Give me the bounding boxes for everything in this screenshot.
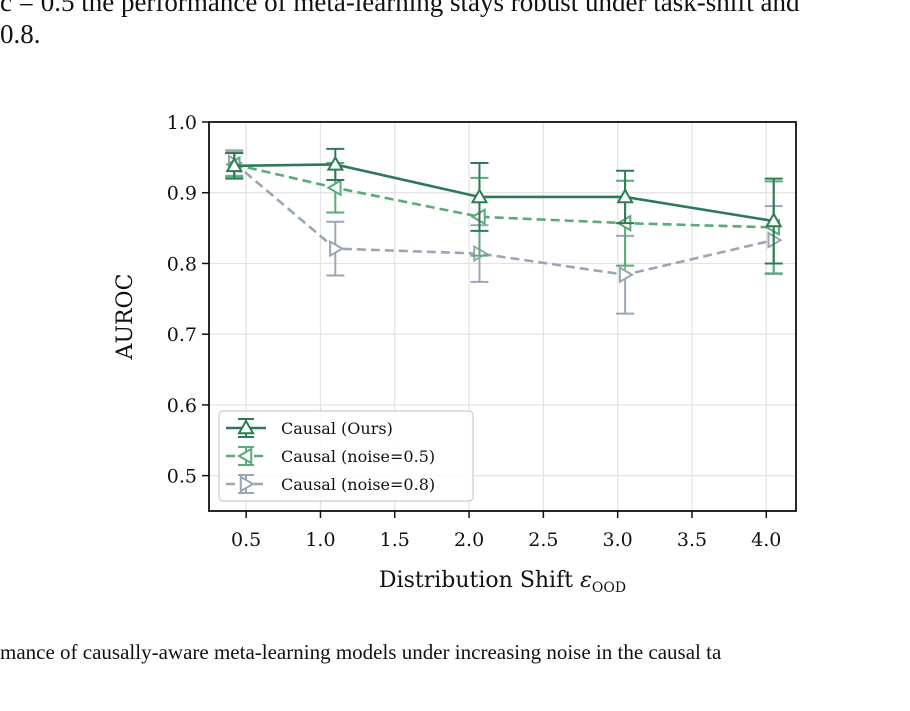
y-tick-label: 0.6 xyxy=(167,395,197,417)
legend-marker xyxy=(237,418,255,435)
body-text-line-2: 0.8. xyxy=(0,19,41,49)
series-2 xyxy=(225,151,783,275)
data-point-marker xyxy=(470,187,489,204)
series-1 xyxy=(225,147,783,265)
x-tick-label: 3.0 xyxy=(603,529,633,551)
axis-ticks: 0.5 1.0 1.5 2.0 2.5 3.0 3.5 4.0 0.5 0.6 0.7 0.8 0.9 1… xyxy=(167,112,782,551)
legend: Causal (Ours) Causal (noise=0.5) Causal (n… xyxy=(218,410,474,502)
data-point-marker xyxy=(326,155,345,171)
legend-label: Causal (Ours) xyxy=(281,419,393,438)
x-tick-label: 2.0 xyxy=(454,529,484,551)
data-point-marker xyxy=(764,212,783,228)
body-text-line-1: c = 0.5 the performance of meta-learning… xyxy=(0,0,800,17)
y-tick-label: 0.8 xyxy=(167,253,197,275)
figure-caption: mance of causally-aware meta-learning mo… xyxy=(0,640,722,664)
data-point-marker xyxy=(225,156,243,173)
y-axis-title: AUROC xyxy=(113,274,138,361)
series-3 xyxy=(225,149,783,315)
x-tick-label: 4.0 xyxy=(751,529,781,551)
body-text-top: c = 0.5 the performance of meta-learning… xyxy=(0,0,910,50)
y-tick-label: 0.7 xyxy=(167,324,197,346)
x-tick-label: 2.5 xyxy=(528,529,558,551)
data-point-marker xyxy=(329,239,345,258)
data-point-marker xyxy=(618,266,635,284)
data-point-marker xyxy=(326,179,342,197)
legend-box xyxy=(218,410,474,502)
legend-marker xyxy=(236,447,253,465)
x-tick-label: 1.5 xyxy=(380,529,410,551)
data-point-marker xyxy=(616,187,634,204)
legend-label: Causal (noise=0.8) xyxy=(281,475,435,494)
y-tick-label: 0.5 xyxy=(167,466,197,488)
plot-frame xyxy=(208,121,797,512)
legend-label: Causal (noise=0.5) xyxy=(281,447,435,466)
y-tick-label: 1.0 xyxy=(167,112,197,134)
x-axis-title: Distribution Shift εOOD xyxy=(379,568,626,596)
x-tick-label: 0.5 xyxy=(231,529,261,551)
legend-marker xyxy=(239,475,256,493)
x-tick-label: 3.5 xyxy=(677,529,707,551)
series-line xyxy=(233,162,775,277)
y-tick-label: 0.9 xyxy=(167,183,197,205)
x-tick-label: 1.0 xyxy=(305,529,335,551)
